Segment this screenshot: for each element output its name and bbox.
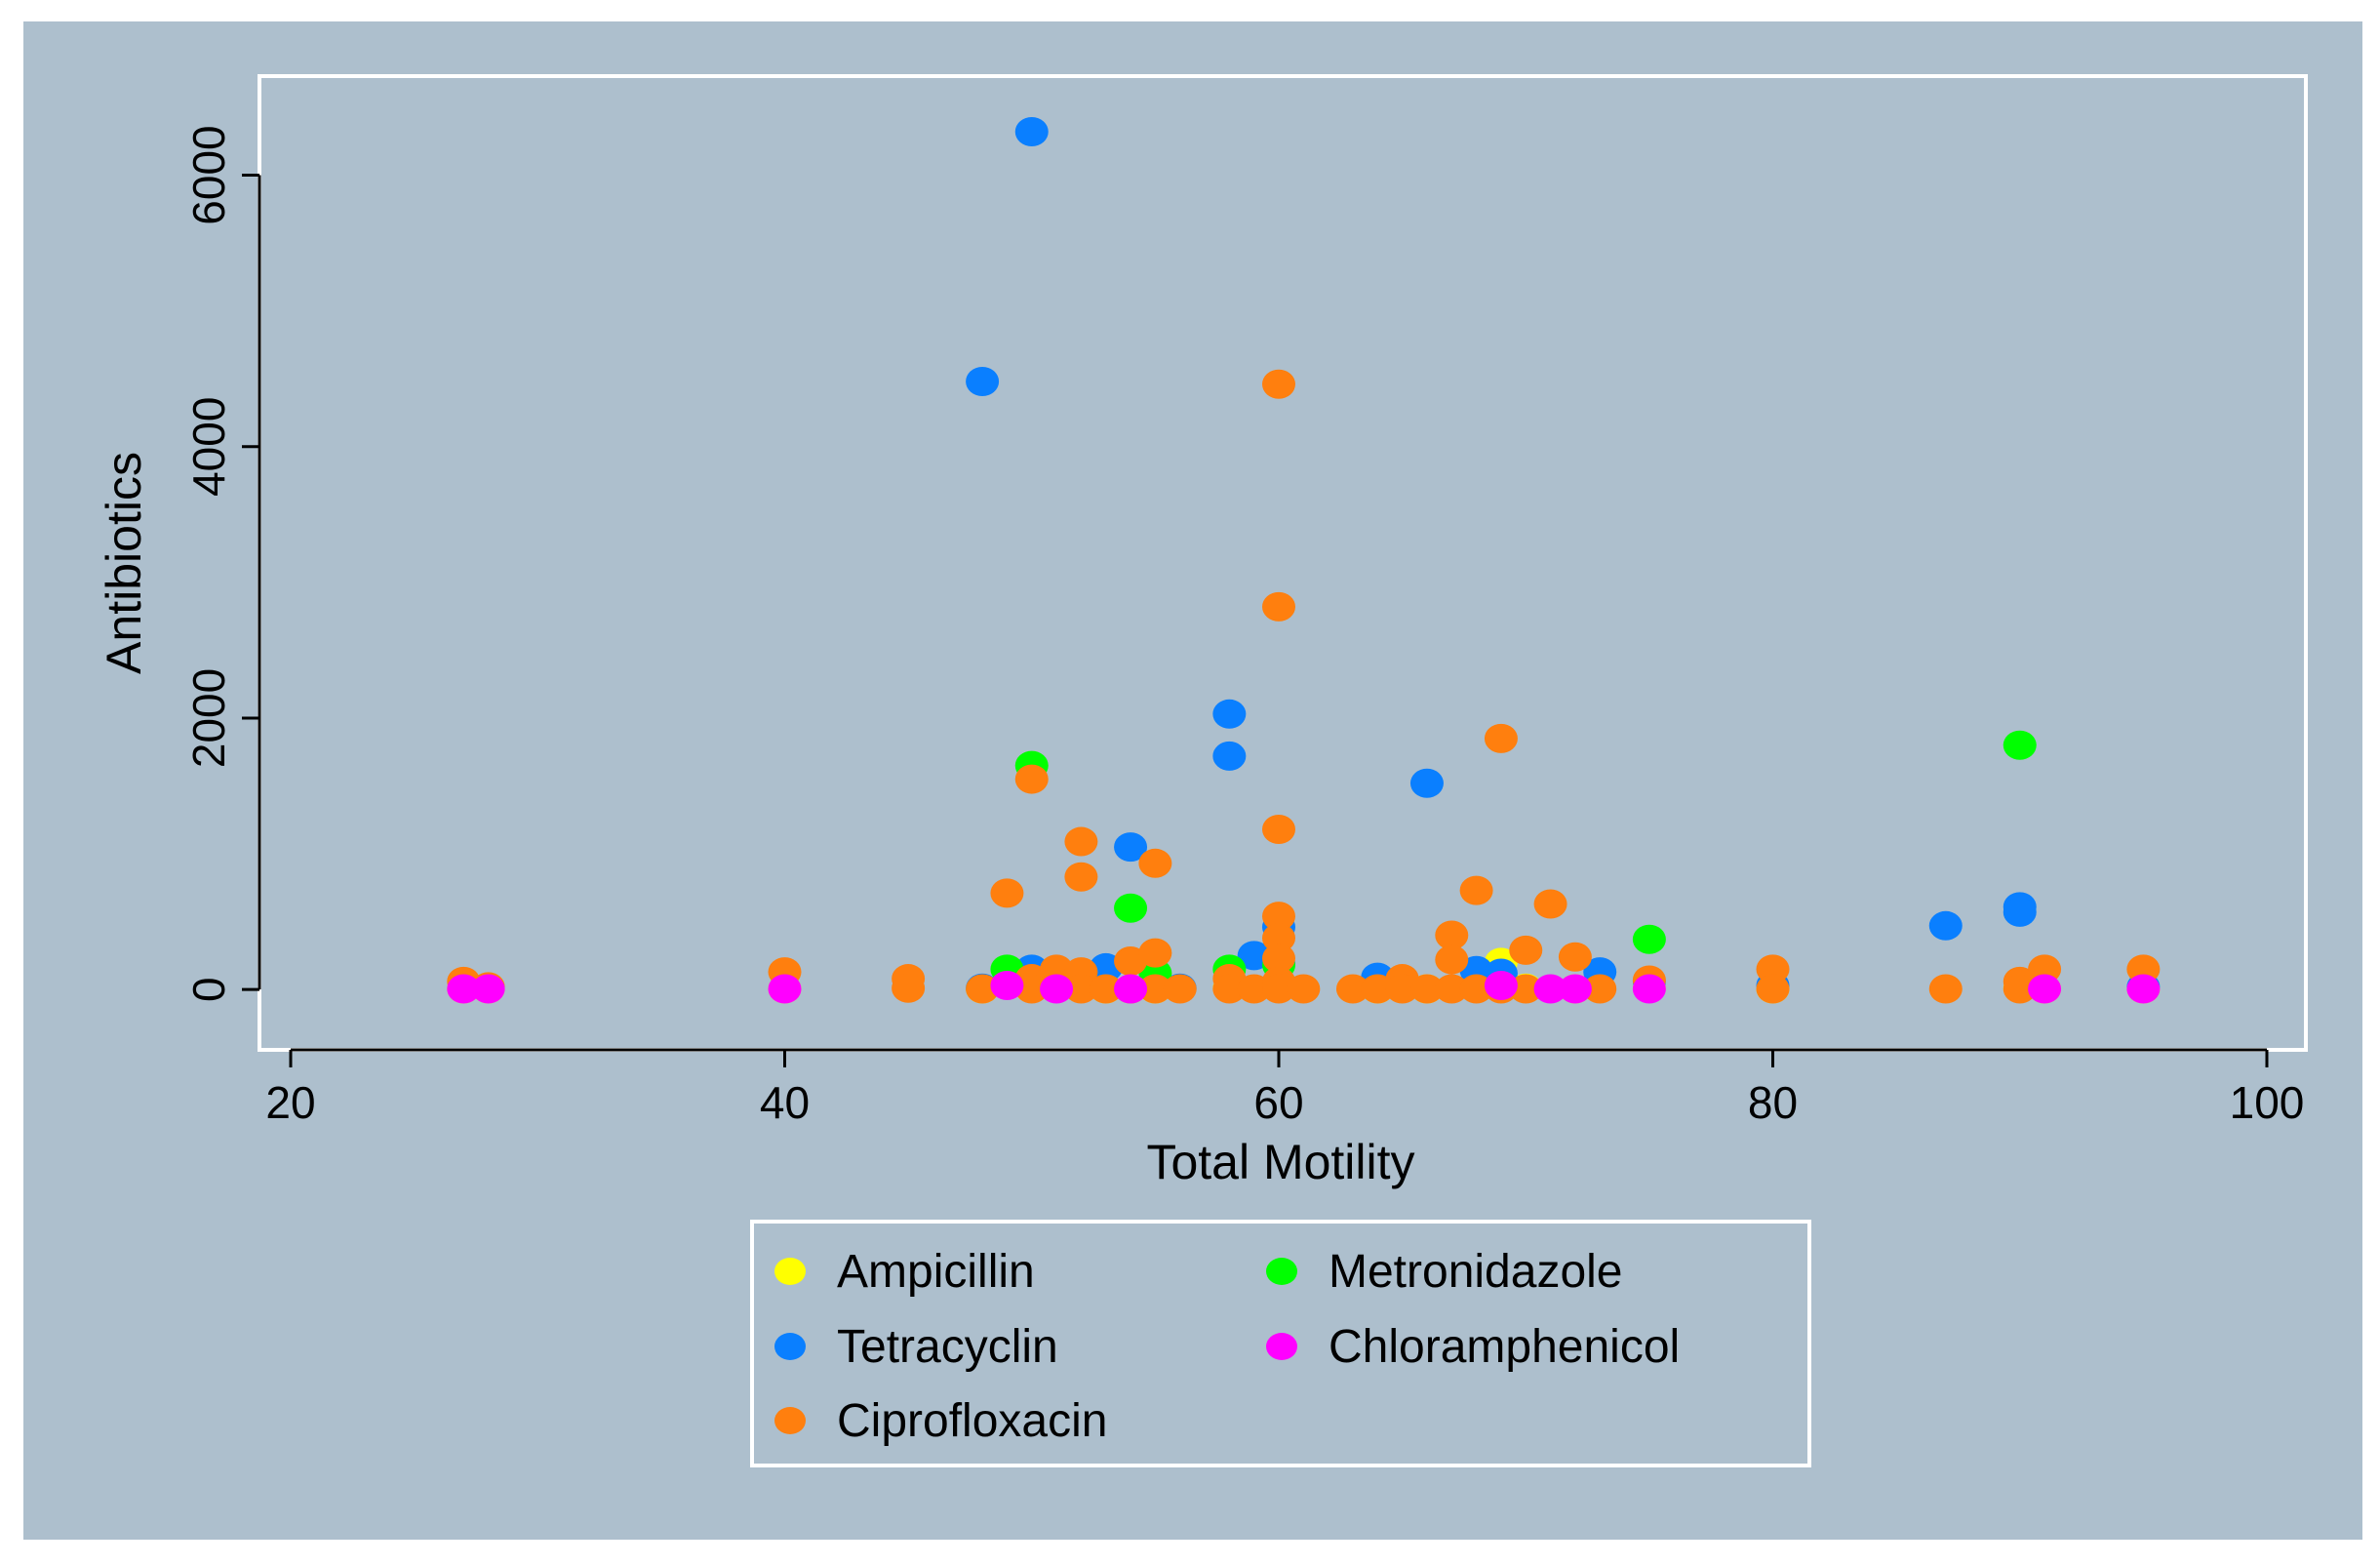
- data-point-tetracyclin: [1928, 910, 1963, 941]
- data-point-ciprofloxacin: [1558, 942, 1592, 972]
- data-point-ciprofloxacin: [966, 974, 1000, 1004]
- data-point-ciprofloxacin: [1064, 974, 1098, 1004]
- data-point-ciprofloxacin: [1484, 723, 1518, 753]
- data-point-chloramphenicol: [1533, 974, 1567, 1004]
- data-point-ciprofloxacin: [1064, 826, 1098, 857]
- data-point-ciprofloxacin: [1509, 935, 1543, 965]
- data-point-ciprofloxacin: [990, 878, 1024, 908]
- data-point-tetracyclin: [1212, 741, 1247, 771]
- data-point-ciprofloxacin: [1435, 920, 1469, 950]
- data-point-tetracyclin: [966, 366, 1000, 396]
- legend: Ampicillin Metronidazole Tetracyclin Chlora…: [750, 1220, 1811, 1467]
- data-point-ciprofloxacin: [892, 973, 926, 1003]
- data-point-ciprofloxacin: [1089, 974, 1123, 1004]
- legend-marker-ciprofloxacin: [774, 1407, 806, 1434]
- data-point-chloramphenicol: [1040, 974, 1074, 1004]
- data-point-tetracyclin: [2003, 897, 2037, 927]
- legend-items: Ampicillin Metronidazole Tetracyclin Chlora…: [774, 1246, 1680, 1447]
- legend-marker-tetracyclin: [774, 1333, 806, 1360]
- data-point-chloramphenicol: [768, 974, 802, 1004]
- legend-label-ampicillin: Ampicillin: [837, 1246, 1035, 1298]
- x-tick-label: 40: [760, 1077, 810, 1128]
- data-point-ciprofloxacin: [1435, 944, 1469, 975]
- data-point-ciprofloxacin: [1014, 764, 1049, 794]
- data-point-ciprofloxacin: [1138, 974, 1172, 1004]
- data-point-chloramphenicol: [447, 974, 481, 1004]
- data-point-ciprofloxacin: [1361, 974, 1395, 1004]
- data-point-ciprofloxacin: [1583, 974, 1617, 1004]
- legend-marker-chloramphenicol: [1266, 1333, 1297, 1360]
- data-point-ciprofloxacin: [1385, 974, 1419, 1004]
- legend-label-tetracyclin: Tetracyclin: [837, 1321, 1058, 1373]
- data-point-chloramphenicol: [1114, 974, 1148, 1004]
- data-point-metronidazole: [2003, 730, 2037, 760]
- data-point-ciprofloxacin: [1262, 974, 1295, 1004]
- x-axis-label: Total Motility: [1146, 1135, 1414, 1189]
- data-point-chloramphenicol: [990, 971, 1024, 1001]
- data-point-tetracyclin: [1014, 117, 1049, 147]
- data-point-ciprofloxacin: [1928, 974, 1963, 1004]
- data-point-ciprofloxacin: [1262, 944, 1295, 974]
- data-point-chloramphenicol: [1484, 971, 1518, 1001]
- data-point-ciprofloxacin: [1435, 974, 1469, 1004]
- data-point-ciprofloxacin: [1138, 848, 1172, 878]
- x-tick-label: 60: [1253, 1077, 1303, 1128]
- x-tick-label: 20: [265, 1077, 315, 1128]
- legend-label-chloramphenicol: Chloramphenicol: [1329, 1321, 1680, 1373]
- x-tick-label: 80: [1748, 1077, 1798, 1128]
- data-point-ciprofloxacin: [1262, 815, 1295, 845]
- y-tick-label: 6000: [183, 125, 234, 224]
- data-point-ciprofloxacin: [1163, 974, 1197, 1004]
- data-point-ciprofloxacin: [1212, 974, 1247, 1004]
- data-point-metronidazole: [1632, 924, 1666, 954]
- x-tick-label: 100: [2230, 1077, 2305, 1128]
- y-tick-label: 4000: [183, 397, 234, 497]
- axis-layer: 20 40 60 80 100 0 2000 4000 6000: [183, 125, 2304, 1128]
- data-point-tetracyclin: [1409, 768, 1444, 798]
- data-point-ciprofloxacin: [1262, 923, 1295, 953]
- data-point-chloramphenicol: [2028, 974, 2062, 1004]
- data-point-ciprofloxacin: [1064, 862, 1098, 892]
- data-point-ciprofloxacin: [1262, 591, 1295, 622]
- data-point-tetracyclin: [1212, 699, 1247, 729]
- data-point-ciprofloxacin: [1756, 974, 1790, 1004]
- data-point-chloramphenicol: [1558, 974, 1592, 1004]
- data-point-ciprofloxacin: [1533, 889, 1567, 919]
- data-point-ciprofloxacin: [1014, 974, 1049, 1004]
- data-point-chloramphenicol: [2126, 974, 2161, 1004]
- point-layer: [447, 117, 2161, 1004]
- data-point-chloramphenicol: [471, 974, 505, 1004]
- data-point-ciprofloxacin: [1459, 875, 1493, 905]
- legend-label-metronidazole: Metronidazole: [1329, 1246, 1623, 1298]
- legend-marker-ampicillin: [774, 1258, 806, 1285]
- legend-marker-metronidazole: [1266, 1258, 1297, 1285]
- data-point-ciprofloxacin: [1459, 974, 1493, 1004]
- data-point-chloramphenicol: [1632, 974, 1666, 1004]
- data-point-metronidazole: [1114, 893, 1148, 923]
- data-point-ciprofloxacin: [1262, 902, 1295, 932]
- y-tick-label: 2000: [183, 668, 234, 768]
- legend-label-ciprofloxacin: Ciprofloxacin: [837, 1395, 1107, 1447]
- data-point-ciprofloxacin: [1262, 369, 1295, 399]
- data-point-ciprofloxacin: [1335, 974, 1369, 1004]
- data-point-ciprofloxacin: [1409, 974, 1444, 1004]
- data-point-ciprofloxacin: [1287, 974, 1321, 1004]
- data-point-tetracyclin: [1114, 832, 1148, 863]
- y-axis-label: Antibiotics: [97, 452, 151, 674]
- data-point-ciprofloxacin: [2003, 974, 2037, 1004]
- data-point-ciprofloxacin: [1509, 974, 1543, 1004]
- y-tick-label: 0: [183, 977, 234, 1002]
- data-point-ciprofloxacin: [1138, 938, 1172, 968]
